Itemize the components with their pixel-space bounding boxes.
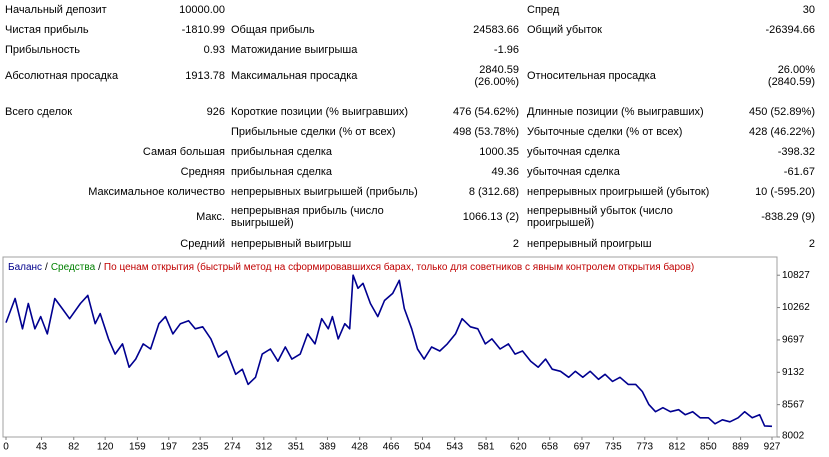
x-tick-label: 312 bbox=[255, 442, 272, 453]
y-tick-label: 9132 bbox=[782, 367, 805, 378]
stat-value: -1810.99 bbox=[181, 24, 225, 36]
stat-value: 1913.78 bbox=[185, 70, 225, 82]
stat-label: Убыточные сделки (% от всех) bbox=[527, 126, 683, 138]
x-tick-label: 0 bbox=[3, 442, 9, 453]
x-tick-label: 120 bbox=[97, 442, 114, 453]
stat-label: Спред bbox=[527, 4, 560, 16]
stat-label: непрерывных проигрышей (убыток) bbox=[527, 186, 710, 198]
x-tick-label: 82 bbox=[68, 442, 80, 453]
stat-value: 26.00% (2840.59) bbox=[767, 64, 815, 88]
legend-entry: Средства bbox=[50, 262, 96, 273]
stat-value: 8 (312.68) bbox=[468, 186, 519, 198]
y-tick-label: 10262 bbox=[782, 302, 810, 313]
x-tick-label: 658 bbox=[541, 442, 558, 453]
x-tick-label: 581 bbox=[478, 442, 495, 453]
stat-label: Самая большая bbox=[142, 146, 225, 158]
x-tick-label: 159 bbox=[129, 442, 146, 453]
chart-legend: Баланс / Средства / По ценам открытия (быстр… bbox=[8, 262, 694, 273]
x-tick-label: 543 bbox=[446, 442, 463, 453]
legend-entry: Баланс bbox=[8, 262, 43, 273]
stat-value: 1066.13 (2) bbox=[462, 211, 519, 223]
stat-label: убыточная сделка bbox=[527, 166, 620, 178]
x-tick-label: 812 bbox=[669, 442, 686, 453]
stat-value: 10 (-595.20) bbox=[755, 186, 815, 198]
y-tick-label: 8002 bbox=[782, 431, 805, 442]
stat-value: 10000.00 bbox=[179, 4, 225, 16]
stat-label: Всего сделок bbox=[5, 106, 73, 118]
stat-value: -26394.66 bbox=[765, 24, 815, 36]
stat-label: Средний bbox=[180, 238, 225, 250]
y-tick-label: 8567 bbox=[782, 399, 805, 410]
x-tick-label: 235 bbox=[192, 442, 209, 453]
stat-label: непрерывный выигрыш bbox=[231, 238, 352, 250]
stat-value: 2840.59 (26.00%) bbox=[474, 64, 519, 88]
x-tick-label: 351 bbox=[288, 442, 305, 453]
stat-label: Чистая прибыль bbox=[5, 24, 89, 36]
stat-value: 0.93 bbox=[203, 44, 225, 56]
stat-value: 450 (52.89%) bbox=[748, 106, 815, 118]
stat-value: 498 (53.78%) bbox=[452, 126, 519, 138]
stat-label: убыточная сделка bbox=[527, 146, 620, 158]
stat-label: Средняя bbox=[180, 166, 225, 178]
legend-separator: / bbox=[98, 262, 101, 273]
x-tick-label: 850 bbox=[700, 442, 717, 453]
stat-label: Общая прибыль bbox=[231, 24, 315, 36]
stat-label: непрерывная прибыль (число выигрышей) bbox=[231, 205, 384, 229]
legend-entry: По ценам открытия (быстрый метод на сфор… bbox=[103, 262, 695, 273]
stat-label: непрерывный убыток (число проигрышей) bbox=[527, 205, 673, 229]
stat-label: Относительная просадка bbox=[527, 70, 656, 82]
x-tick-label: 197 bbox=[160, 442, 177, 453]
stat-label: непрерывный проигрыш bbox=[527, 238, 652, 250]
y-tick-label: 9697 bbox=[782, 335, 805, 346]
stat-value: 2 bbox=[512, 238, 519, 250]
stat-value: -61.67 bbox=[783, 166, 815, 178]
stat-label: Максимальное количество bbox=[88, 186, 225, 198]
stat-label: Начальный депозит bbox=[5, 4, 107, 16]
plot-frame bbox=[2, 256, 778, 438]
stat-value: 30 bbox=[802, 4, 815, 16]
stat-label: непрерывных выигрышей (прибыль) bbox=[231, 186, 418, 198]
stat-value: 476 (54.62%) bbox=[452, 106, 519, 118]
stat-label: прибыльная сделка bbox=[231, 166, 333, 178]
stat-label: прибыльная сделка bbox=[231, 146, 333, 158]
x-tick-label: 927 bbox=[764, 442, 781, 453]
stat-label: Общий убыток bbox=[527, 24, 602, 36]
x-tick-label: 735 bbox=[605, 442, 622, 453]
x-tick-label: 773 bbox=[636, 442, 653, 453]
stat-label: Длинные позиции (% выигравших) bbox=[527, 106, 704, 118]
stat-label: Прибыльные сделки (% от всех) bbox=[231, 126, 396, 138]
balance-line bbox=[5, 274, 773, 428]
x-tick-label: 428 bbox=[351, 442, 368, 453]
x-tick-label: 504 bbox=[414, 442, 431, 453]
stat-value: -398.32 bbox=[777, 146, 815, 158]
stat-value: -838.29 (9) bbox=[761, 211, 815, 223]
stat-value: 24583.66 bbox=[473, 24, 519, 36]
stat-value: 428 (46.22%) bbox=[748, 126, 815, 138]
stat-label: Короткие позиции (% выигравших) bbox=[231, 106, 409, 118]
x-tick-label: 889 bbox=[732, 442, 749, 453]
stat-label: Абсолютная просадка bbox=[5, 70, 119, 82]
legend-separator: / bbox=[45, 262, 48, 273]
stat-value: 1000.35 bbox=[479, 146, 519, 158]
x-tick-label: 43 bbox=[36, 442, 48, 453]
x-tick-label: 274 bbox=[224, 442, 241, 453]
stat-label: Макс. bbox=[196, 211, 225, 223]
stat-value: -1.96 bbox=[493, 44, 519, 56]
y-tick-label: 10827 bbox=[782, 270, 810, 281]
x-tick-label: 466 bbox=[383, 442, 400, 453]
x-tick-label: 697 bbox=[574, 442, 591, 453]
x-tick-label: 389 bbox=[319, 442, 336, 453]
stat-value: 49.36 bbox=[491, 166, 519, 178]
x-tick-label: 620 bbox=[510, 442, 527, 453]
stat-label: Максимальная просадка bbox=[231, 70, 358, 82]
stat-label: Матожидание выигрыша bbox=[231, 44, 358, 56]
report-table: Начальный депозит 10000.00 Спред 30 Чистая п… bbox=[5, 4, 815, 250]
stat-value: 2 bbox=[808, 238, 815, 250]
stat-label: Прибыльность bbox=[5, 44, 80, 56]
stat-value: 926 bbox=[206, 106, 225, 118]
